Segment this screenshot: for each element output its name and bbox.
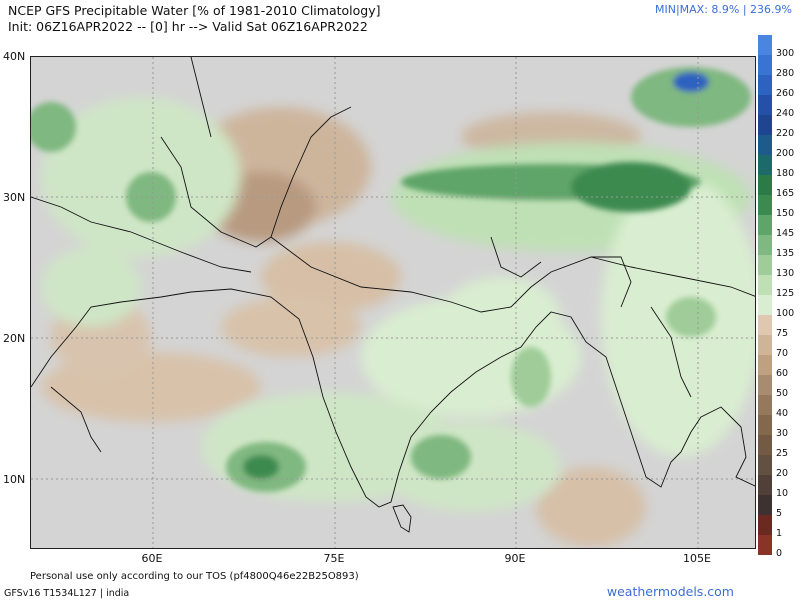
- colorbar-label: 180: [776, 168, 795, 179]
- colorbar: [758, 35, 772, 555]
- chart-title: NCEP GFS Precipitable Water [% of 1981-2…: [8, 3, 380, 35]
- colorbar-label: 100: [776, 308, 795, 319]
- colorbar-swatch: [758, 435, 772, 455]
- map-canvas: [31, 57, 755, 548]
- colorbar-label: 145: [776, 228, 795, 239]
- colorbar-swatch: [758, 495, 772, 515]
- colorbar-label: 60: [776, 368, 789, 379]
- colorbar-swatch: [758, 255, 772, 275]
- colorbar-swatch: [758, 455, 772, 475]
- lat-label-40n: 40N: [3, 50, 26, 63]
- colorbar-swatch: [758, 75, 772, 95]
- colorbar-swatch: [758, 375, 772, 395]
- lon-label-60e: 60E: [141, 552, 163, 565]
- colorbar-label: 10: [776, 488, 789, 499]
- lat-label-30n: 30N: [3, 191, 26, 204]
- precipitable-water-map: [30, 56, 756, 549]
- colorbar-swatch: [758, 175, 772, 195]
- coastlines-borders: [31, 57, 755, 533]
- colorbar-swatch: [758, 295, 772, 315]
- colorbar-swatch: [758, 395, 772, 415]
- colorbar-label: 25: [776, 448, 789, 459]
- title-line-2: Init: 06Z16APR2022 -- [0] hr --> Valid S…: [8, 19, 368, 34]
- colorbar-label: 200: [776, 148, 795, 159]
- colorbar-swatch: [758, 415, 772, 435]
- colorbar-label: 70: [776, 348, 789, 359]
- colorbar-swatch: [758, 135, 772, 155]
- lat-label-20n: 20N: [3, 332, 26, 345]
- colorbar-label: 150: [776, 208, 795, 219]
- colorbar-label: 50: [776, 388, 789, 399]
- colorbar-label: 260: [776, 88, 795, 99]
- colorbar-label: 130: [776, 268, 795, 279]
- colorbar-swatch: [758, 235, 772, 255]
- colorbar-swatch: [758, 35, 772, 55]
- brand-link[interactable]: weathermodels.com: [606, 584, 734, 599]
- lon-label-75e: 75E: [323, 552, 345, 565]
- colorbar-swatch: [758, 335, 772, 355]
- colorbar-label: 165: [776, 188, 795, 199]
- colorbar-label: 40: [776, 408, 789, 419]
- lon-label-105e: 105E: [683, 552, 711, 565]
- colorbar-swatch: [758, 55, 772, 75]
- colorbar-swatch: [758, 535, 772, 555]
- colorbar-label: 220: [776, 128, 795, 139]
- lon-label-90e: 90E: [504, 552, 526, 565]
- colorbar-swatch: [758, 115, 772, 135]
- colorbar-swatch: [758, 155, 772, 175]
- colorbar-label: 240: [776, 108, 795, 119]
- colorbar-label: 0: [776, 548, 783, 559]
- colorbar-label: 20: [776, 468, 789, 479]
- colorbar-swatch: [758, 515, 772, 535]
- colorbar-swatch: [758, 275, 772, 295]
- colorbar-label: 75: [776, 328, 789, 339]
- colorbar-swatch: [758, 95, 772, 115]
- colorbar-swatch: [758, 315, 772, 335]
- colorbar-label: 125: [776, 288, 795, 299]
- colorbar-swatch: [758, 355, 772, 375]
- colorbar-label: 1: [776, 528, 783, 539]
- model-info: GFSv16 T1534L127 | india: [4, 588, 130, 599]
- colorbar-swatch: [758, 475, 772, 495]
- colorbar-label: 280: [776, 68, 795, 79]
- colorbar-swatch: [758, 195, 772, 215]
- lat-label-10n: 10N: [3, 473, 26, 486]
- title-line-1: NCEP GFS Precipitable Water [% of 1981-2…: [8, 3, 381, 18]
- colorbar-label: 5: [776, 508, 783, 519]
- minmax-label: MIN|MAX: 8.9% | 236.9%: [654, 3, 792, 16]
- colorbar-label: 30: [776, 428, 789, 439]
- colorbar-swatch: [758, 215, 772, 235]
- colorbar-label: 300: [776, 48, 795, 59]
- colorbar-label: 135: [776, 248, 795, 259]
- graticule: [31, 57, 755, 548]
- tos-notice: Personal use only according to our TOS (…: [30, 571, 359, 582]
